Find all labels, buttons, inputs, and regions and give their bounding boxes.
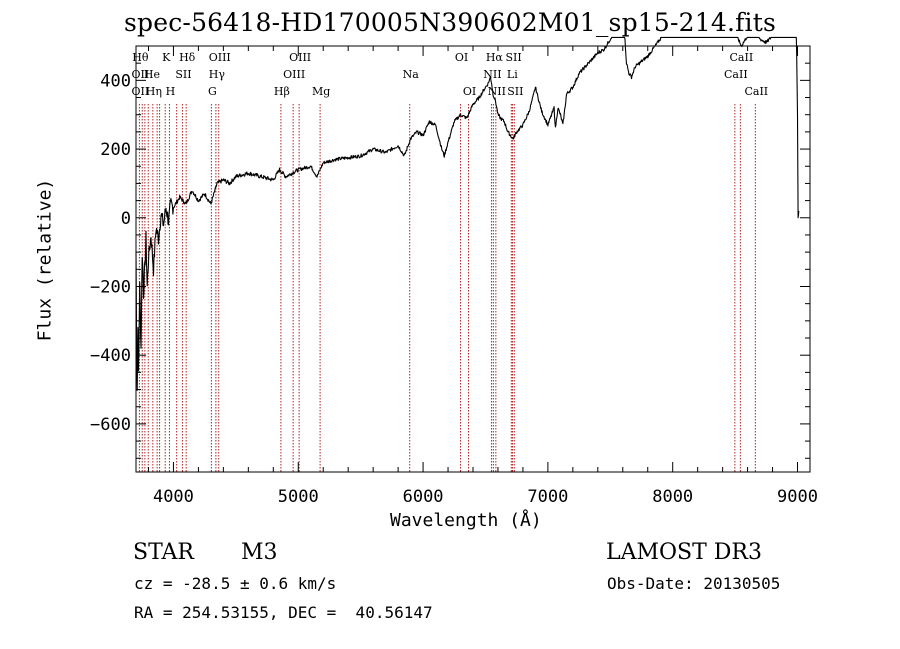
survey-name: LAMOST DR3 <box>606 540 762 565</box>
spectral-line-label: OIII <box>289 51 311 64</box>
plot-frame <box>135 45 811 473</box>
spectral-line-label: CaII <box>724 68 748 81</box>
spectral-line-label: Hβ <box>274 85 290 98</box>
spectral-line-label: Li <box>507 68 518 81</box>
object-subclass: M3 <box>241 540 278 565</box>
spectral-line-label: OIII <box>283 68 305 81</box>
chart-title: spec-56418-HD170005N390602M01_sp15-214.f… <box>124 8 777 37</box>
x-axis-label: Wavelength (Å) <box>390 510 542 531</box>
spectral-line-label: CaII <box>744 85 768 98</box>
x-tick-label: 7000 <box>527 487 568 507</box>
spectral-line-label: SII <box>505 51 521 64</box>
spectral-line-label: Na <box>403 68 420 81</box>
flux-series-line <box>135 36 800 391</box>
y-tick-label: −600 <box>90 415 131 435</box>
spectral-line-label: Hθ <box>132 51 149 64</box>
spectral-line-label: OI <box>455 51 468 64</box>
spectral-line-label: Hγ <box>209 68 226 81</box>
y-tick-label: 400 <box>100 71 131 91</box>
y-tick-label: 200 <box>100 140 131 160</box>
spectral-line-label: Hα <box>486 51 504 64</box>
spectral-line-label: NII <box>483 68 501 81</box>
axes: 4000 5000 6000 7000 8000 9000 −600 −400 −200 0 200… <box>90 45 818 507</box>
spectral-line-label: K <box>162 51 171 64</box>
y-tick-label: −400 <box>90 346 131 366</box>
spectral-line-label: G <box>208 85 217 98</box>
x-tick-label: 4000 <box>153 487 194 507</box>
redshift-cz: cz = -28.5 ± 0.6 km/s <box>134 574 337 593</box>
spectral-line-label: Hη <box>146 85 162 98</box>
spectral-line-label: SII <box>507 85 523 98</box>
spectral-line-label: H <box>166 85 176 98</box>
x-tick-label: 9000 <box>777 487 818 507</box>
spectral-line-markers <box>138 104 756 472</box>
observation-date: Obs-Date: 20130505 <box>607 574 781 593</box>
y-tick-label: −200 <box>90 277 131 297</box>
spectral-line-label: He <box>144 68 160 81</box>
spectral-line-label: Mg <box>312 85 330 98</box>
x-tick-label: 8000 <box>652 487 693 507</box>
spectral-line-label: NII <box>488 85 506 98</box>
spectral-line-label: OI <box>463 85 476 98</box>
spectral-line-label: OIII <box>209 51 231 64</box>
ra-dec-coordinates: RA = 254.53155, DEC = 40.56147 <box>134 603 433 622</box>
x-tick-label: 6000 <box>403 487 444 507</box>
y-tick-label: 0 <box>121 209 131 229</box>
plot-area <box>135 36 800 391</box>
spectral-line-label: CaII <box>730 51 754 64</box>
y-axis-label: Flux (relative) <box>34 178 56 342</box>
spectral-line-label: Hδ <box>179 51 196 64</box>
spectral-line-label: SII <box>175 68 191 81</box>
x-tick-label: 5000 <box>278 487 319 507</box>
object-class: STAR <box>133 540 194 565</box>
